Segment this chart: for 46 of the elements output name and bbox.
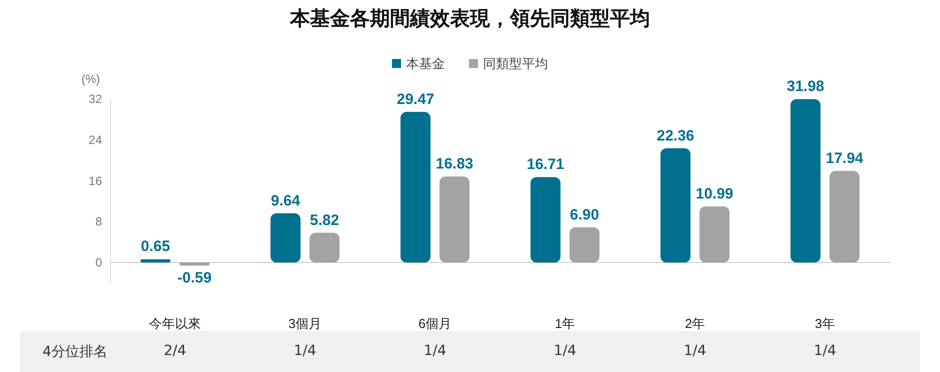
bar xyxy=(570,227,600,263)
chart-title: 本基金各期間績效表現，領先同類型平均 xyxy=(289,8,650,30)
bar xyxy=(140,259,170,263)
bar xyxy=(310,232,340,263)
x-tick-label: 6個月 xyxy=(418,316,452,331)
bar xyxy=(530,177,560,263)
data-label: 22.36 xyxy=(656,127,694,144)
data-label: 6.90 xyxy=(570,206,600,224)
legend-label: 本基金 xyxy=(406,56,445,71)
data-label: 5.82 xyxy=(310,212,340,229)
bar xyxy=(790,99,820,263)
bar xyxy=(180,262,210,266)
data-label: 0.65 xyxy=(140,238,170,256)
bar xyxy=(700,206,730,263)
data-label: 9.64 xyxy=(270,192,301,210)
y-axis-title: (%) xyxy=(81,72,100,86)
data-label: 17.94 xyxy=(826,150,864,167)
x-tick-label: 2年 xyxy=(684,316,706,331)
text: 4分位排名 xyxy=(42,343,108,361)
y-tick-label: 8 xyxy=(95,214,102,229)
x-tick-label: 3年 xyxy=(814,316,836,331)
text: 1/4 xyxy=(294,343,316,359)
y-tick-label: 24 xyxy=(88,132,102,147)
data-label: 10.99 xyxy=(696,185,734,202)
data-label: 31.98 xyxy=(786,78,824,96)
x-tick-label: 3個月 xyxy=(288,316,322,331)
bar xyxy=(660,148,690,263)
bar xyxy=(270,213,300,263)
text: 1/4 xyxy=(554,343,576,359)
data-label: -0.59 xyxy=(177,270,212,287)
bar xyxy=(440,176,470,263)
text: 1/4 xyxy=(684,343,706,359)
x-tick-label: 今年以來 xyxy=(149,316,201,331)
y-tick-label: 32 xyxy=(88,92,102,106)
text: 1/4 xyxy=(424,343,446,359)
data-label: 16.83 xyxy=(436,156,474,173)
bar xyxy=(400,112,430,263)
data-label: 16.71 xyxy=(526,156,564,174)
data-label: 29.47 xyxy=(396,90,434,108)
x-tick-label: 1年 xyxy=(554,316,576,331)
y-tick-label: 16 xyxy=(88,174,102,188)
text: 2/4 xyxy=(164,343,186,359)
legend-label: 同類型平均 xyxy=(483,56,548,71)
text: 1/4 xyxy=(814,343,836,359)
y-tick-label: 0 xyxy=(95,256,102,270)
bar xyxy=(830,170,860,263)
